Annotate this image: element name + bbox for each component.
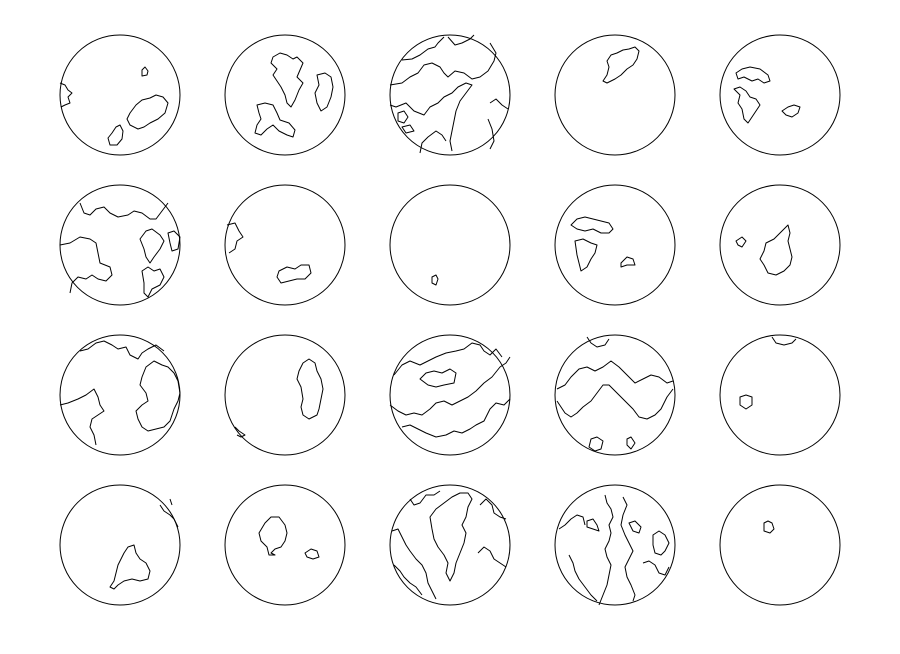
disc-panel-r1c4 <box>554 34 676 156</box>
contour-region <box>642 530 670 576</box>
contour-region <box>276 264 312 284</box>
contour-region <box>763 520 775 534</box>
contour-region <box>431 274 439 286</box>
contour-region <box>254 102 296 138</box>
contour-region <box>477 498 507 568</box>
disc-panel-r4c2 <box>224 484 346 606</box>
contour-region <box>59 236 113 294</box>
disc-panel-r3c3 <box>389 334 511 456</box>
disc-outline <box>59 34 181 156</box>
contour-region <box>586 336 610 348</box>
contour-region <box>391 528 437 600</box>
disc-outline <box>719 484 841 606</box>
disc-outline <box>224 334 346 456</box>
contour-region <box>397 110 415 134</box>
contour-region <box>296 358 324 420</box>
contour-region <box>735 66 771 84</box>
disc-panel-r2c3 <box>389 184 511 306</box>
contour-region <box>270 52 304 108</box>
contour-region <box>141 66 149 77</box>
disc-panel-r2c4 <box>554 184 676 306</box>
disc-outline <box>224 184 346 306</box>
disc-outline <box>224 34 346 156</box>
contour-region <box>389 82 473 152</box>
disc-outline <box>389 184 511 306</box>
contour-region <box>620 256 636 268</box>
contour-region <box>109 544 151 590</box>
disc-outline <box>389 34 511 156</box>
contour-region <box>135 360 181 432</box>
contour-region <box>733 86 761 124</box>
contour-region <box>139 228 181 264</box>
contour-region <box>59 388 105 446</box>
contour-region <box>389 42 497 86</box>
disc-outline <box>719 184 841 306</box>
contour-region <box>771 336 797 346</box>
disc-outline <box>719 334 841 456</box>
disc-panel-r4c3 <box>389 484 511 606</box>
contour-region <box>314 72 334 112</box>
disc-panel-r1c3 <box>389 34 511 156</box>
contour-region <box>568 554 598 602</box>
contour-region <box>234 426 246 438</box>
disc-panel-r4c4 <box>554 484 676 606</box>
contour-region <box>781 104 801 118</box>
contour-region <box>735 236 747 248</box>
disc-outline <box>554 184 676 306</box>
contour-region <box>570 216 614 234</box>
contour-region <box>141 266 165 298</box>
contour-region <box>598 494 636 606</box>
contour-region <box>258 516 288 556</box>
disc-panel-r1c5 <box>719 34 841 156</box>
contour-region <box>429 492 473 582</box>
contour-region <box>409 490 441 506</box>
disc-outline <box>554 34 676 156</box>
contour-region <box>226 222 244 254</box>
contour-region <box>556 360 674 420</box>
contour-region <box>602 46 640 84</box>
contour-region <box>79 340 165 360</box>
disc-panel-r3c2 <box>224 334 346 456</box>
disc-panel-r4c1 <box>59 484 181 606</box>
contour-region <box>574 238 598 272</box>
disc-panel-r2c2 <box>224 184 346 306</box>
contour-region <box>558 514 586 530</box>
disc-panel-r2c1 <box>59 184 181 306</box>
disc-outline <box>719 34 841 156</box>
disc-panel-r3c5 <box>719 334 841 456</box>
disc-outline <box>554 484 676 606</box>
disc-outline <box>59 334 181 456</box>
disc-panel-r3c4 <box>554 334 676 456</box>
contour-region <box>759 224 793 276</box>
contour-region <box>401 36 445 61</box>
contour-region <box>159 498 179 528</box>
disc-outline <box>389 334 511 456</box>
disc-panel-r4c5 <box>719 484 841 606</box>
disc-outline <box>59 484 181 606</box>
contour-region <box>59 82 73 108</box>
contour-region <box>304 548 320 560</box>
contour-region <box>419 98 509 154</box>
disc-outline <box>554 334 676 456</box>
contour-region <box>401 398 511 438</box>
contour-region <box>107 94 169 146</box>
contour-region <box>79 202 169 220</box>
contour-region <box>389 356 511 416</box>
disc-outline <box>389 484 511 606</box>
disc-panel-r3c1 <box>59 334 181 456</box>
contour-region <box>393 342 503 376</box>
contour-region <box>586 518 642 534</box>
disc-panel-r1c1 <box>59 34 181 156</box>
contour-region <box>739 394 753 410</box>
disc-panel-r1c2 <box>224 34 346 156</box>
disc-outline <box>224 484 346 606</box>
disc-panel-r2c5 <box>719 184 841 306</box>
contour-region <box>447 34 475 46</box>
contour-region <box>588 436 636 452</box>
contour-region <box>419 368 457 388</box>
